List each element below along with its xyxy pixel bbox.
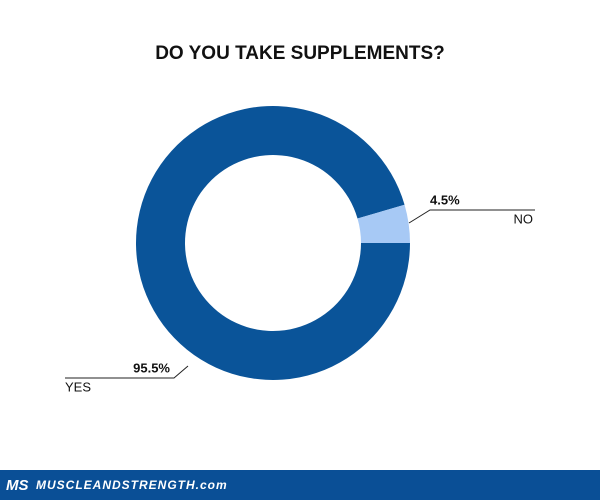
category-label: YES bbox=[65, 379, 91, 394]
donut: 95.5% YES 4.5% NO bbox=[65, 106, 535, 394]
value-label: 95.5% bbox=[133, 360, 170, 375]
leader-line bbox=[65, 365, 189, 379]
value-label: 4.5% bbox=[430, 192, 460, 207]
footer-site: MUSCLEANDSTRENGTH.com bbox=[36, 478, 228, 492]
footer-logo: MS bbox=[6, 477, 29, 494]
footer-bar bbox=[0, 470, 600, 500]
category-label: NO bbox=[514, 211, 534, 226]
donut-slice bbox=[135, 106, 410, 381]
leader-line bbox=[408, 209, 535, 224]
donut-slice bbox=[357, 204, 410, 243]
chart-title: DO YOU TAKE SUPPLEMENTS? bbox=[155, 43, 445, 64]
